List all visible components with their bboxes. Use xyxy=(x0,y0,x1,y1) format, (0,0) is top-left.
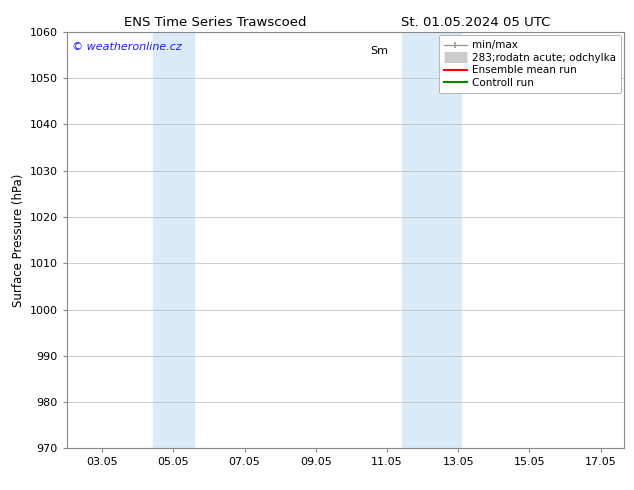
Text: St. 01.05.2024 05 UTC: St. 01.05.2024 05 UTC xyxy=(401,16,550,29)
Text: ENS Time Series Trawscoed: ENS Time Series Trawscoed xyxy=(124,16,307,29)
Bar xyxy=(153,32,194,448)
Legend: min/max, 283;rodatn acute; odchylka, Ensemble mean run, Controll run: min/max, 283;rodatn acute; odchylka, Ens… xyxy=(439,35,621,93)
Text: © weatheronline.cz: © weatheronline.cz xyxy=(72,42,182,52)
Y-axis label: Surface Pressure (hPa): Surface Pressure (hPa) xyxy=(12,173,25,307)
Text: Sm: Sm xyxy=(371,47,389,56)
Bar xyxy=(402,32,461,448)
